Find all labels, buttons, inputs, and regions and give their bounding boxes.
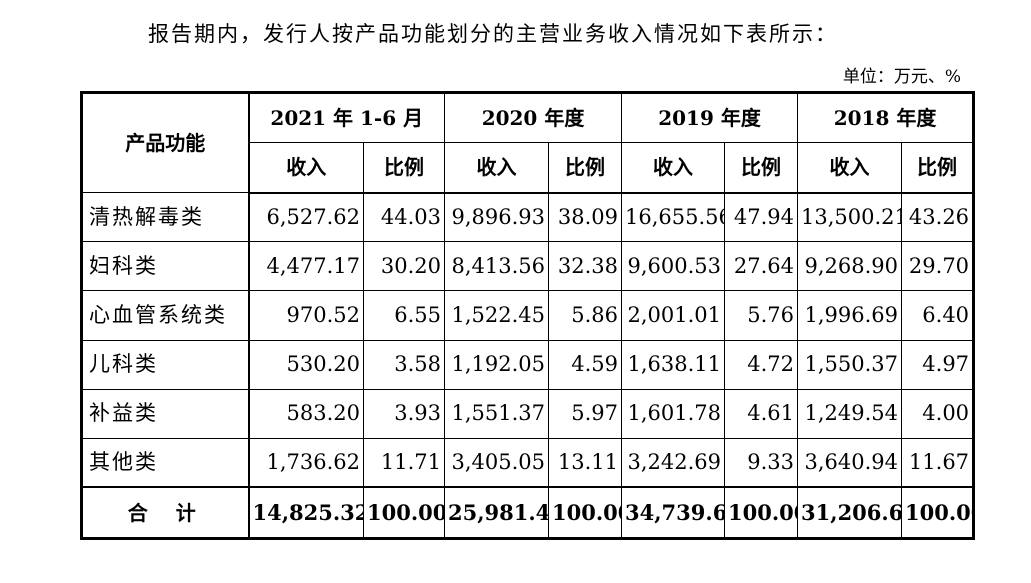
- total-value: 100.00: [724, 486, 799, 540]
- cell-value: 4,477.17: [248, 241, 364, 292]
- cell-value: 44.03: [363, 192, 445, 243]
- cell-value: 1,249.54: [797, 388, 903, 439]
- total-value: 25,981.41: [444, 486, 549, 540]
- cell-value: 13,500.21: [797, 192, 903, 243]
- cell-value: 27.64: [724, 241, 799, 292]
- table-row: 清热解毒类 6,527.62 44.03 9,896.93 38.09 16,6…: [81, 192, 975, 243]
- cell-value: 16,655.56: [621, 192, 726, 243]
- cell-value: 2,001.01: [621, 290, 726, 341]
- revenue-table: 产品功能 2021 年 1-6 月 2020 年度 2019 年度 2018 年…: [80, 91, 976, 540]
- intro-text: 报告期内，发行人按产品功能划分的主营业务收入情况如下表所示：: [148, 22, 838, 46]
- total-value: 31,206.65: [797, 486, 903, 540]
- total-value: 100.00: [363, 486, 445, 540]
- row-label: 心血管系统类: [81, 290, 250, 341]
- subheader-revenue: 收入: [444, 142, 549, 194]
- subheader-ratio: 比例: [363, 142, 445, 194]
- subheader-ratio: 比例: [724, 142, 799, 194]
- table-row: 妇科类 4,477.17 30.20 8,413.56 32.38 9,600.…: [81, 241, 975, 292]
- cell-value: 3.93: [363, 388, 445, 439]
- table-header-row: 产品功能 2021 年 1-6 月 2020 年度 2019 年度 2018 年…: [81, 91, 975, 194]
- table-row: 儿科类 530.20 3.58 1,192.05 4.59 1,638.11 4…: [81, 339, 975, 390]
- cell-value: 1,996.69: [797, 290, 903, 341]
- cell-value: 13.11: [547, 437, 623, 488]
- cell-value: 530.20: [248, 339, 364, 390]
- subheader-revenue: 收入: [248, 142, 364, 194]
- cell-value: 583.20: [248, 388, 364, 439]
- total-value: 100.00: [901, 486, 975, 540]
- cell-value: 5.76: [724, 290, 799, 341]
- total-value: 34,739.68: [621, 486, 726, 540]
- total-value: 100.00: [547, 486, 623, 540]
- total-value: 14,825.32: [248, 486, 364, 540]
- cell-value: 5.97: [547, 388, 623, 439]
- cell-value: 43.26: [901, 192, 975, 243]
- row-label: 儿科类: [81, 339, 250, 390]
- cell-value: 6,527.62: [248, 192, 364, 243]
- cell-value: 4.97: [901, 339, 975, 390]
- cell-value: 970.52: [248, 290, 364, 341]
- cell-value: 4.59: [547, 339, 623, 390]
- table-total-row: 合计 14,825.32 100.00 25,981.41 100.00 34,…: [81, 486, 975, 540]
- cell-value: 3,405.05: [444, 437, 549, 488]
- cell-value: 9,896.93: [444, 192, 549, 243]
- header-period: 2020 年度: [443, 91, 623, 144]
- cell-value: 9.33: [724, 437, 799, 488]
- header-period: 2019 年度: [621, 91, 799, 144]
- row-label: 妇科类: [81, 241, 250, 292]
- cell-value: 1,192.05: [444, 339, 549, 390]
- header-period: 2018 年度: [797, 91, 975, 144]
- header-period: 2021 年 1-6 月: [248, 91, 445, 144]
- cell-value: 11.71: [363, 437, 445, 488]
- subheader-ratio: 比例: [547, 142, 623, 194]
- subheader-ratio: 比例: [901, 142, 975, 194]
- cell-value: 8,413.56: [444, 241, 549, 292]
- cell-value: 30.20: [363, 241, 445, 292]
- cell-value: 38.09: [547, 192, 623, 243]
- table-row: 心血管系统类 970.52 6.55 1,522.45 5.86 2,001.0…: [81, 290, 975, 341]
- cell-value: 1,601.78: [621, 388, 726, 439]
- cell-value: 47.94: [724, 192, 799, 243]
- cell-value: 9,600.53: [621, 241, 726, 292]
- cell-value: 6.40: [901, 290, 975, 341]
- cell-value: 32.38: [547, 241, 623, 292]
- cell-value: 4.72: [724, 339, 799, 390]
- cell-value: 1,550.37: [797, 339, 903, 390]
- cell-value: 1,638.11: [621, 339, 726, 390]
- cell-value: 3,242.69: [621, 437, 726, 488]
- cell-value: 1,551.37: [444, 388, 549, 439]
- subheader-revenue: 收入: [797, 142, 903, 194]
- header-product-function: 产品功能: [81, 91, 250, 194]
- cell-value: 5.86: [547, 290, 623, 341]
- cell-value: 11.67: [901, 437, 975, 488]
- cell-value: 3,640.94: [797, 437, 903, 488]
- row-label: 清热解毒类: [81, 192, 250, 243]
- cell-value: 4.61: [724, 388, 799, 439]
- cell-value: 4.00: [901, 388, 975, 439]
- total-label: 合计: [81, 486, 250, 540]
- table-row: 补益类 583.20 3.93 1,551.37 5.97 1,601.78 4…: [81, 388, 975, 439]
- cell-value: 1,736.62: [248, 437, 364, 488]
- cell-value: 6.55: [363, 290, 445, 341]
- cell-value: 3.58: [363, 339, 445, 390]
- cell-value: 29.70: [901, 241, 975, 292]
- unit-note: 单位：万元、%: [842, 67, 961, 87]
- table-subheader-row: 收入 比例 收入 比例 收入 比例 收入 比例: [82, 142, 975, 194]
- row-label: 补益类: [81, 388, 250, 439]
- cell-value: 9,268.90: [797, 241, 903, 292]
- cell-value: 1,522.45: [444, 290, 549, 341]
- table-row: 其他类 1,736.62 11.71 3,405.05 13.11 3,242.…: [81, 437, 975, 488]
- row-label: 其他类: [81, 437, 250, 488]
- subheader-revenue: 收入: [621, 142, 726, 194]
